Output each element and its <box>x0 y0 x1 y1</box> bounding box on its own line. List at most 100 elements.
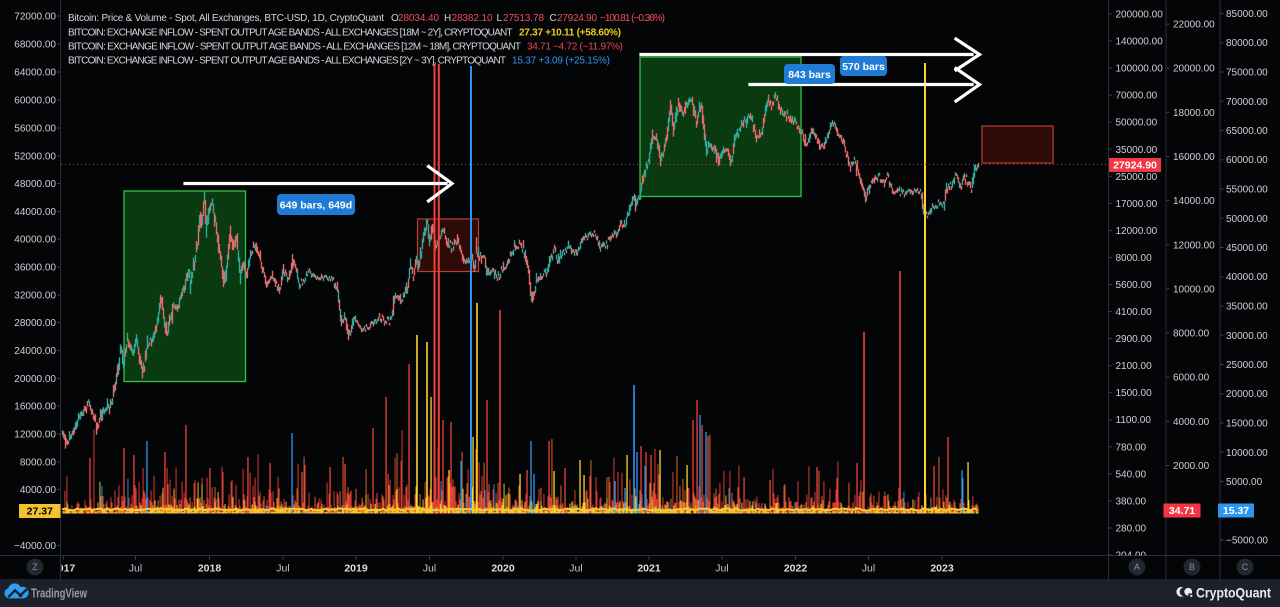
svg-text:−100.81 (−0.36%): −100.81 (−0.36%) <box>600 13 665 24</box>
svg-text:TradingView: TradingView <box>31 586 88 601</box>
svg-text:4000.00: 4000.00 <box>20 485 57 496</box>
svg-text:100000.00: 100000.00 <box>1116 64 1164 75</box>
svg-text:50000.00: 50000.00 <box>1116 118 1158 129</box>
svg-text:24000.00: 24000.00 <box>14 346 56 357</box>
svg-text:A: A <box>1134 562 1140 572</box>
svg-text:8000.00: 8000.00 <box>20 458 57 469</box>
svg-text:B: B <box>1189 562 1195 572</box>
svg-text:BITCOIN: EXCHANGE INFLOW - SPE: BITCOIN: EXCHANGE INFLOW - SPENT OUTPUT … <box>68 42 521 53</box>
svg-text:14000.00: 14000.00 <box>1173 196 1215 207</box>
svg-text:2022: 2022 <box>784 563 808 575</box>
svg-text:BITCOIN: EXCHANGE INFLOW - SPE: BITCOIN: EXCHANGE INFLOW - SPENT OUTPUT … <box>68 28 513 39</box>
svg-text:5600.00: 5600.00 <box>1116 280 1153 291</box>
svg-text:68000.00: 68000.00 <box>14 40 56 51</box>
svg-text:85000.00: 85000.00 <box>1226 9 1268 20</box>
svg-text:16000.00: 16000.00 <box>14 402 56 413</box>
svg-text:Jul: Jul <box>569 563 582 575</box>
svg-text:4000.00: 4000.00 <box>1173 417 1210 428</box>
svg-text:C: C <box>1242 562 1249 572</box>
svg-text:30000.00: 30000.00 <box>1226 331 1268 342</box>
svg-text:Z: Z <box>32 562 38 572</box>
svg-text:2100.00: 2100.00 <box>1116 361 1153 372</box>
svg-text:1100.00: 1100.00 <box>1116 415 1152 426</box>
svg-text:843 bars: 843 bars <box>788 69 831 81</box>
svg-text:70000.00: 70000.00 <box>1226 97 1268 108</box>
svg-text:649 bars, 649d: 649 bars, 649d <box>280 199 352 211</box>
svg-text:204.00: 204.00 <box>1116 551 1147 562</box>
svg-text:20000.00: 20000.00 <box>14 374 56 385</box>
svg-text:−4000.00: −4000.00 <box>14 541 56 552</box>
svg-text:O: O <box>391 13 399 24</box>
svg-text:20000.00: 20000.00 <box>1226 389 1268 400</box>
svg-text:H: H <box>444 13 451 24</box>
svg-text:50000.00: 50000.00 <box>1226 214 1268 225</box>
svg-text:Jul: Jul <box>715 563 728 575</box>
svg-text:40000.00: 40000.00 <box>1226 272 1268 283</box>
svg-text:4100.00: 4100.00 <box>1116 307 1153 318</box>
svg-text:Jul: Jul <box>129 563 142 575</box>
svg-text:15000.00: 15000.00 <box>1226 419 1268 430</box>
svg-text:17000.00: 17000.00 <box>1116 199 1158 210</box>
svg-text:15.37: 15.37 <box>1223 505 1249 517</box>
svg-text:12000.00: 12000.00 <box>1173 240 1215 251</box>
svg-text:28000.00: 28000.00 <box>14 318 56 329</box>
svg-text:6000.00: 6000.00 <box>1173 373 1210 384</box>
svg-text:56000.00: 56000.00 <box>14 124 56 135</box>
svg-text:Bitcoin: Price & Volume - Spot: Bitcoin: Price & Volume - Spot, All Exch… <box>68 13 384 24</box>
svg-text:Jul: Jul <box>862 563 875 575</box>
svg-text:34.71: 34.71 <box>1169 505 1195 517</box>
svg-text:L: L <box>497 13 503 24</box>
svg-text:15.37 +3.09 (+25.15%): 15.37 +3.09 (+25.15%) <box>512 56 610 67</box>
svg-text:60000.00: 60000.00 <box>1226 155 1268 166</box>
svg-text:280.00: 280.00 <box>1116 524 1147 535</box>
svg-text:64000.00: 64000.00 <box>14 68 56 79</box>
svg-text:27924.90: 27924.90 <box>1113 160 1157 172</box>
svg-text:28034.40: 28034.40 <box>398 13 439 24</box>
svg-text:27513.78: 27513.78 <box>503 13 544 24</box>
svg-text:52000.00: 52000.00 <box>14 152 56 163</box>
svg-text:CryptoQuant: CryptoQuant <box>1196 586 1271 601</box>
svg-text:380.00: 380.00 <box>1116 496 1147 507</box>
svg-text:12000.00: 12000.00 <box>14 430 56 441</box>
svg-text:25000.00: 25000.00 <box>1116 172 1158 183</box>
svg-text:60000.00: 60000.00 <box>14 96 56 107</box>
svg-text:22000.00: 22000.00 <box>1173 20 1215 31</box>
svg-text:35000.00: 35000.00 <box>1116 145 1158 156</box>
svg-text:72000.00: 72000.00 <box>14 12 56 23</box>
svg-text:27.37: 27.37 <box>27 506 53 518</box>
svg-text:8000.00: 8000.00 <box>1173 329 1210 340</box>
svg-text:8000.00: 8000.00 <box>1116 253 1153 264</box>
svg-text:75000.00: 75000.00 <box>1226 68 1268 79</box>
svg-text:28382.10: 28382.10 <box>452 13 493 24</box>
svg-text:2020: 2020 <box>491 563 515 575</box>
svg-text:2021: 2021 <box>637 563 661 575</box>
svg-text:BITCOIN: EXCHANGE INFLOW - SPE: BITCOIN: EXCHANGE INFLOW - SPENT OUTPUT … <box>68 56 506 67</box>
svg-text:20000.00: 20000.00 <box>1173 64 1215 75</box>
svg-text:2000.00: 2000.00 <box>1173 461 1210 472</box>
svg-text:40000.00: 40000.00 <box>14 235 56 246</box>
svg-text:80000.00: 80000.00 <box>1226 38 1268 49</box>
svg-text:45000.00: 45000.00 <box>1226 243 1268 254</box>
svg-text:2900.00: 2900.00 <box>1116 334 1153 345</box>
svg-text:2019: 2019 <box>344 563 368 575</box>
svg-text:34.71 −4.72 (−11.97%): 34.71 −4.72 (−11.97%) <box>527 42 623 53</box>
svg-text:200000.00: 200000.00 <box>1116 10 1164 21</box>
svg-text:10000.00: 10000.00 <box>1226 448 1268 459</box>
svg-text:48000.00: 48000.00 <box>14 179 56 190</box>
svg-text:65000.00: 65000.00 <box>1226 126 1268 137</box>
svg-text:540.00: 540.00 <box>1116 469 1147 480</box>
svg-text:70000.00: 70000.00 <box>1116 91 1158 102</box>
svg-text:Jul: Jul <box>423 563 436 575</box>
svg-text:44000.00: 44000.00 <box>14 207 56 218</box>
svg-text:Jul: Jul <box>276 563 289 575</box>
svg-text:2018: 2018 <box>198 563 222 575</box>
svg-text:1500.00: 1500.00 <box>1116 388 1153 399</box>
svg-text:C: C <box>550 13 557 24</box>
svg-text:32000.00: 32000.00 <box>14 291 56 302</box>
svg-text:55000.00: 55000.00 <box>1226 185 1268 196</box>
svg-text:780.00: 780.00 <box>1116 442 1147 453</box>
svg-text:12000.00: 12000.00 <box>1116 226 1158 237</box>
svg-text:25000.00: 25000.00 <box>1226 360 1268 371</box>
svg-text:570 bars: 570 bars <box>842 61 885 73</box>
svg-text:16000.00: 16000.00 <box>1173 152 1215 163</box>
